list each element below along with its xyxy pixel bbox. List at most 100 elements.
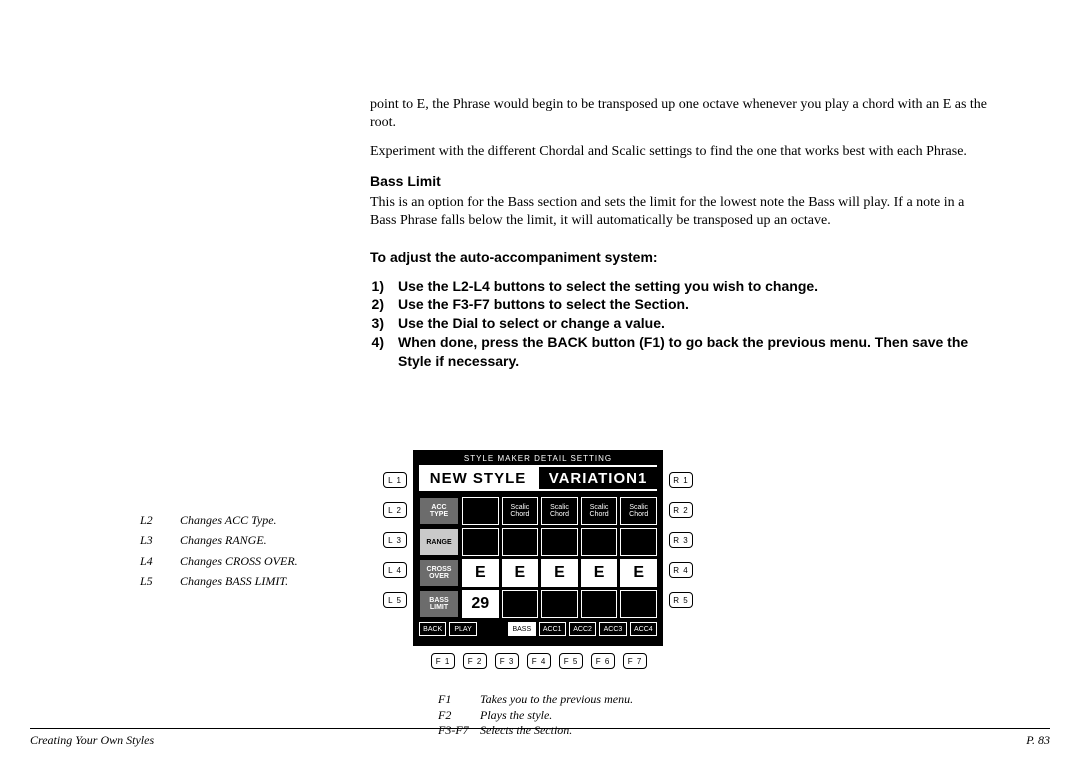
side-button[interactable]: L 4 bbox=[383, 562, 407, 578]
left-buttons: L 1 L 2 L 3 L 4 L 5 bbox=[383, 472, 407, 608]
side-button[interactable]: R 2 bbox=[669, 502, 693, 518]
grid-cell bbox=[620, 590, 657, 618]
grid-cell: ScalicChord bbox=[502, 497, 539, 525]
legend-row: F1 Takes you to the previous menu. bbox=[438, 692, 633, 708]
grid-cell bbox=[462, 528, 499, 556]
steps-list: 1) Use the L2-L4 buttons to select the se… bbox=[370, 277, 990, 371]
grid-cell bbox=[581, 590, 618, 618]
side-button[interactable]: R 5 bbox=[669, 592, 693, 608]
lcd-grid: ACCTYPE ScalicChord ScalicChord ScalicCh… bbox=[419, 497, 657, 618]
legend-row: L4 Changes CROSS OVER. bbox=[140, 551, 360, 571]
legend-key: L5 bbox=[140, 571, 162, 591]
bottom-button[interactable]: F 6 bbox=[591, 653, 615, 669]
legend-row: L2 Changes ACC Type. bbox=[140, 510, 360, 530]
section-heading: Bass Limit bbox=[370, 173, 990, 191]
legend-key: F1 bbox=[438, 692, 470, 708]
figure-block: L2 Changes ACC Type. L3 Changes RANGE. L4 C… bbox=[86, 450, 994, 730]
footer-cell-bass: BASS bbox=[508, 622, 535, 636]
paragraph: This is an option for the Bass section a… bbox=[370, 194, 990, 229]
grid-cell: E bbox=[620, 559, 657, 587]
side-button[interactable]: L 3 bbox=[383, 532, 407, 548]
grid-cell bbox=[581, 528, 618, 556]
step-text: When done, press the BACK button (F1) to… bbox=[398, 333, 990, 371]
step: 3) Use the Dial to select or change a val… bbox=[370, 314, 990, 333]
row-label-cross-over: CROSSOVER bbox=[419, 559, 459, 587]
legend-text: Takes you to the previous menu. bbox=[480, 692, 633, 708]
grid-cell bbox=[502, 590, 539, 618]
legend-text: Changes RANGE. bbox=[180, 530, 267, 550]
bottom-button[interactable]: F 3 bbox=[495, 653, 519, 669]
side-button[interactable]: L 2 bbox=[383, 502, 407, 518]
document-page: point to E, the Phrase would begin to be… bbox=[0, 0, 1080, 764]
bottom-button[interactable]: F 2 bbox=[463, 653, 487, 669]
row-label-bass-limit: BASSLIMIT bbox=[419, 590, 459, 618]
grid-cell: E bbox=[541, 559, 578, 587]
grid-cell bbox=[541, 590, 578, 618]
legend-text: Changes BASS LIMIT. bbox=[180, 571, 288, 591]
step-num: 2) bbox=[370, 295, 384, 314]
side-button[interactable]: R 4 bbox=[669, 562, 693, 578]
footer-cell-back: BACK bbox=[419, 622, 446, 636]
paragraph: Experiment with the different Chordal an… bbox=[370, 143, 990, 161]
side-button[interactable]: R 3 bbox=[669, 532, 693, 548]
lcd-title: STYLE MAKER DETAIL SETTING bbox=[415, 452, 661, 465]
legend-text: Changes CROSS OVER. bbox=[180, 551, 298, 571]
step-num: 3) bbox=[370, 314, 384, 333]
footer-left: Creating Your Own Styles bbox=[30, 733, 154, 748]
footer-cell-acc2: ACC2 bbox=[569, 622, 596, 636]
grid-cell bbox=[502, 528, 539, 556]
footer-cell-acc1: ACC1 bbox=[539, 622, 566, 636]
left-legend: L2 Changes ACC Type. L3 Changes RANGE. L4 C… bbox=[140, 510, 360, 592]
legend-key: L3 bbox=[140, 530, 162, 550]
page-footer: Creating Your Own Styles P. 83 bbox=[30, 728, 1050, 748]
grid-cell: E bbox=[581, 559, 618, 587]
footer-pad bbox=[480, 622, 505, 636]
step: 2) Use the F3-F7 buttons to select the Se… bbox=[370, 295, 990, 314]
step: 4) When done, press the BACK button (F1) … bbox=[370, 333, 990, 371]
bottom-button[interactable]: F 1 bbox=[431, 653, 455, 669]
footer-cell-play: PLAY bbox=[449, 622, 476, 636]
instruction-heading: To adjust the auto-accompaniment system: bbox=[370, 249, 990, 267]
body-text: point to E, the Phrase would begin to be… bbox=[370, 96, 990, 371]
right-buttons: R 1 R 2 R 3 R 4 R 5 bbox=[669, 472, 693, 608]
grid-cell: E bbox=[462, 559, 499, 587]
footer-right: P. 83 bbox=[1026, 733, 1050, 748]
legend-text: Changes ACC Type. bbox=[180, 510, 277, 530]
step: 1) Use the L2-L4 buttons to select the se… bbox=[370, 277, 990, 296]
lcd-header-right: VARIATION1 bbox=[537, 467, 657, 489]
lcd-screen: STYLE MAKER DETAIL SETTING NEW STYLE VAR… bbox=[413, 450, 663, 646]
lcd-header: NEW STYLE VARIATION1 bbox=[419, 465, 657, 491]
grid-cell bbox=[541, 528, 578, 556]
bottom-button[interactable]: F 5 bbox=[559, 653, 583, 669]
legend-row: L3 Changes RANGE. bbox=[140, 530, 360, 550]
legend-key: L4 bbox=[140, 551, 162, 571]
side-button[interactable]: R 1 bbox=[669, 472, 693, 488]
legend-row: L5 Changes BASS LIMIT. bbox=[140, 571, 360, 591]
legend-key: F2 bbox=[438, 708, 470, 724]
footer-cell-acc3: ACC3 bbox=[599, 622, 626, 636]
bottom-button[interactable]: F 7 bbox=[623, 653, 647, 669]
grid-cell: 29 bbox=[462, 590, 499, 618]
bottom-button[interactable]: F 4 bbox=[527, 653, 551, 669]
legend-row: F2 Plays the style. bbox=[438, 708, 633, 724]
paragraph: point to E, the Phrase would begin to be… bbox=[370, 96, 990, 131]
step-text: Use the F3-F7 buttons to select the Sect… bbox=[398, 295, 689, 314]
grid-cell: ScalicChord bbox=[620, 497, 657, 525]
step-text: Use the Dial to select or change a value… bbox=[398, 314, 665, 333]
lcd-footer: BACK PLAY BASS ACC1 ACC2 ACC3 ACC4 bbox=[419, 622, 657, 636]
bottom-buttons: F 1 F 2 F 3 F 4 F 5 F 6 F 7 bbox=[431, 653, 647, 669]
lcd-header-left: NEW STYLE bbox=[419, 467, 537, 489]
step-num: 1) bbox=[370, 277, 384, 296]
grid-cell: ScalicChord bbox=[541, 497, 578, 525]
side-button[interactable]: L 5 bbox=[383, 592, 407, 608]
legend-key: L2 bbox=[140, 510, 162, 530]
grid-cell bbox=[620, 528, 657, 556]
grid-cell: ScalicChord bbox=[581, 497, 618, 525]
row-label-acc-type: ACCTYPE bbox=[419, 497, 459, 525]
grid-cell bbox=[462, 497, 499, 525]
step-num: 4) bbox=[370, 333, 384, 371]
legend-text: Plays the style. bbox=[480, 708, 552, 724]
side-button[interactable]: L 1 bbox=[383, 472, 407, 488]
grid-cell: E bbox=[502, 559, 539, 587]
step-text: Use the L2-L4 buttons to select the sett… bbox=[398, 277, 818, 296]
